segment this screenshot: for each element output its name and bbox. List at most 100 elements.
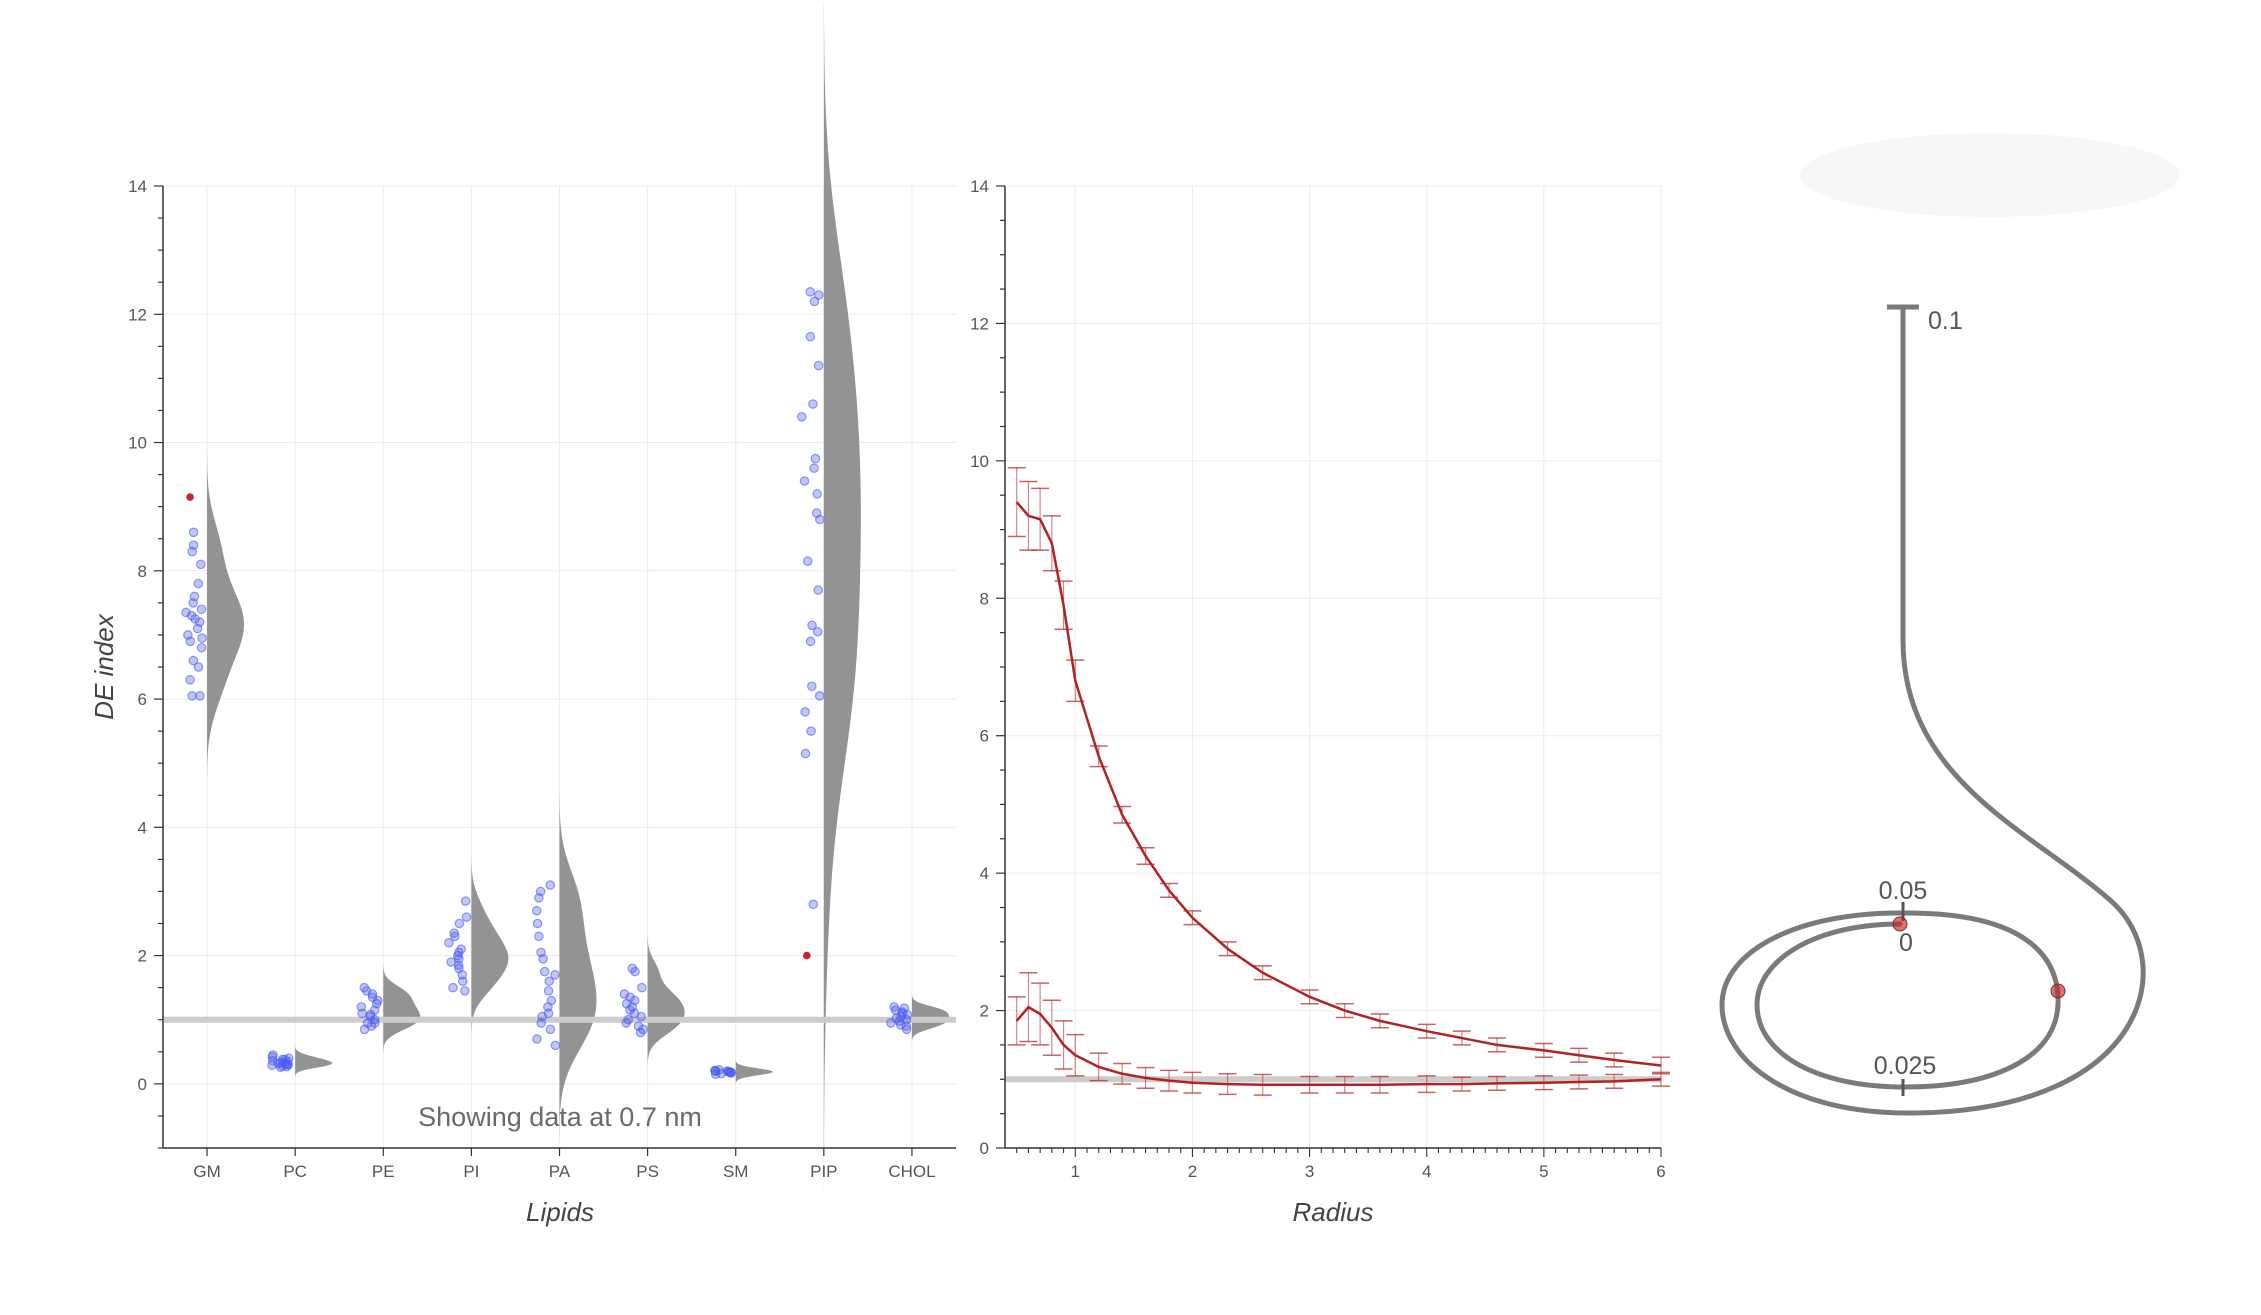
- plot2-series: [1007, 466, 1670, 1096]
- data-point-GM: [188, 598, 199, 608]
- data-point-PI: [461, 912, 472, 922]
- y-tick-label: 8: [138, 562, 147, 581]
- data-point-PIP: [812, 626, 823, 637]
- spiral-label-0: 0: [1899, 929, 1913, 957]
- data-point-GM: [187, 691, 197, 701]
- data-point-GM: [196, 559, 206, 570]
- data-point-PIP: [805, 331, 816, 342]
- data-point-PIP: [797, 412, 807, 422]
- data-point-GM: [193, 662, 204, 672]
- data-point-PA: [545, 1024, 556, 1035]
- data-point-PE: [371, 998, 382, 1009]
- data-point-PI: [458, 976, 468, 987]
- y-tick-label: 12: [128, 305, 147, 324]
- violin-PA: [559, 795, 597, 1135]
- y-tick-label: 12: [970, 314, 989, 333]
- violin-SM: [735, 1060, 773, 1084]
- violin-PIP: [823, 2, 861, 1194]
- data-point-PA: [536, 1018, 547, 1028]
- data-point-PS: [636, 1011, 646, 1022]
- data-point-PIP: [800, 707, 810, 717]
- data-point-PS: [621, 1018, 632, 1028]
- plot1-points: [181, 287, 913, 1080]
- violin-GM: [207, 451, 245, 777]
- x-tick-label-PE: PE: [372, 1162, 395, 1181]
- data-point-CHOL: [895, 1020, 906, 1030]
- y-tick-label: 14: [128, 177, 147, 196]
- y-tick-label: 8: [980, 589, 989, 608]
- data-point-GM: [194, 617, 205, 627]
- radius-spiral-slider[interactable]: 0.1 0.05 0 0.025: [1719, 304, 2146, 1116]
- x-tick-label-CHOL: CHOL: [888, 1162, 935, 1181]
- data-note: Showing data at 0.7 nm: [418, 1102, 702, 1132]
- data-point-PA: [538, 954, 548, 964]
- data-point-PE: [359, 1024, 370, 1035]
- data-point-PS: [637, 982, 647, 993]
- data-point-PIP: [813, 585, 823, 595]
- data-point-PA: [532, 918, 543, 929]
- plot2-background: [1005, 186, 1661, 1148]
- data-point-PC: [279, 1054, 290, 1065]
- spiral-label-0.1: 0.1: [1928, 307, 1963, 335]
- data-point-GM: [197, 633, 207, 643]
- data-point-PS: [630, 966, 640, 977]
- x-tick-label-GM: GM: [193, 1162, 220, 1181]
- violin-PE: [383, 964, 421, 1053]
- y-tick-label: 6: [980, 727, 989, 746]
- data-point-SM: [724, 1066, 734, 1077]
- data-point-PA: [550, 1040, 561, 1051]
- data-point-PE: [365, 1009, 376, 1020]
- data-point-GM: [185, 636, 196, 647]
- data-point-SM: [710, 1066, 721, 1076]
- plot1-violins: [207, 2, 949, 1194]
- spiral-handle-current[interactable]: [1892, 916, 1908, 932]
- data-point-PIP: [805, 287, 816, 297]
- series-line-0: [1015, 501, 1662, 1067]
- data-point-CHOL: [902, 1009, 913, 1020]
- violin-PC: [295, 1045, 333, 1077]
- data-point-PE: [357, 1008, 367, 1019]
- data-point-PIP: [808, 399, 818, 409]
- data-point-PS: [635, 1027, 646, 1038]
- data-point-GM: [196, 604, 207, 615]
- y-tick-label: 0: [980, 1139, 989, 1158]
- x-tick-label-PA: PA: [549, 1162, 571, 1181]
- spiral-track[interactable]: [1719, 304, 2146, 1116]
- data-point-PI: [450, 931, 460, 942]
- series-line-1: [1015, 1005, 1662, 1087]
- data-point-SM: [710, 1069, 721, 1080]
- x-tick-label: 2: [1188, 1162, 1197, 1181]
- data-point-PE: [370, 1018, 380, 1028]
- y-tick-label: 2: [980, 1002, 989, 1021]
- data-point-PIP: [808, 899, 819, 910]
- y-tick-label: 4: [980, 864, 989, 883]
- data-point-PA: [534, 893, 544, 903]
- data-point-GM: [196, 642, 207, 653]
- data-point-PIP: [799, 476, 810, 486]
- data-point-PIP: [809, 463, 819, 473]
- data-point-PI: [460, 896, 471, 906]
- data-point-PA: [550, 970, 560, 980]
- y-tick-label: 2: [138, 947, 147, 966]
- plot2-xlabel: Radius: [1293, 1197, 1374, 1227]
- x-tick-label: 1: [1071, 1162, 1080, 1181]
- data-point-PIP: [806, 681, 817, 692]
- y-tick-label: 4: [138, 818, 147, 837]
- spiral-label-0.025: 0.025: [1874, 1052, 1937, 1080]
- data-point-PI: [448, 982, 458, 993]
- spiral-label-0.05: 0.05: [1879, 877, 1928, 905]
- spiral-handle-secondary[interactable]: [2050, 983, 2066, 999]
- x-tick-label: 4: [1422, 1162, 1431, 1181]
- highlight-point-GM: [186, 493, 194, 501]
- y-tick-label: 10: [970, 452, 989, 471]
- x-tick-label-PC: PC: [283, 1162, 307, 1181]
- data-point-GM: [193, 578, 204, 589]
- data-point-GM: [195, 691, 205, 701]
- data-point-PA: [539, 966, 550, 977]
- data-point-PC: [267, 1060, 277, 1071]
- data-point-PS: [625, 1005, 635, 1015]
- data-point-PE: [361, 986, 372, 996]
- data-point-PI: [444, 937, 454, 948]
